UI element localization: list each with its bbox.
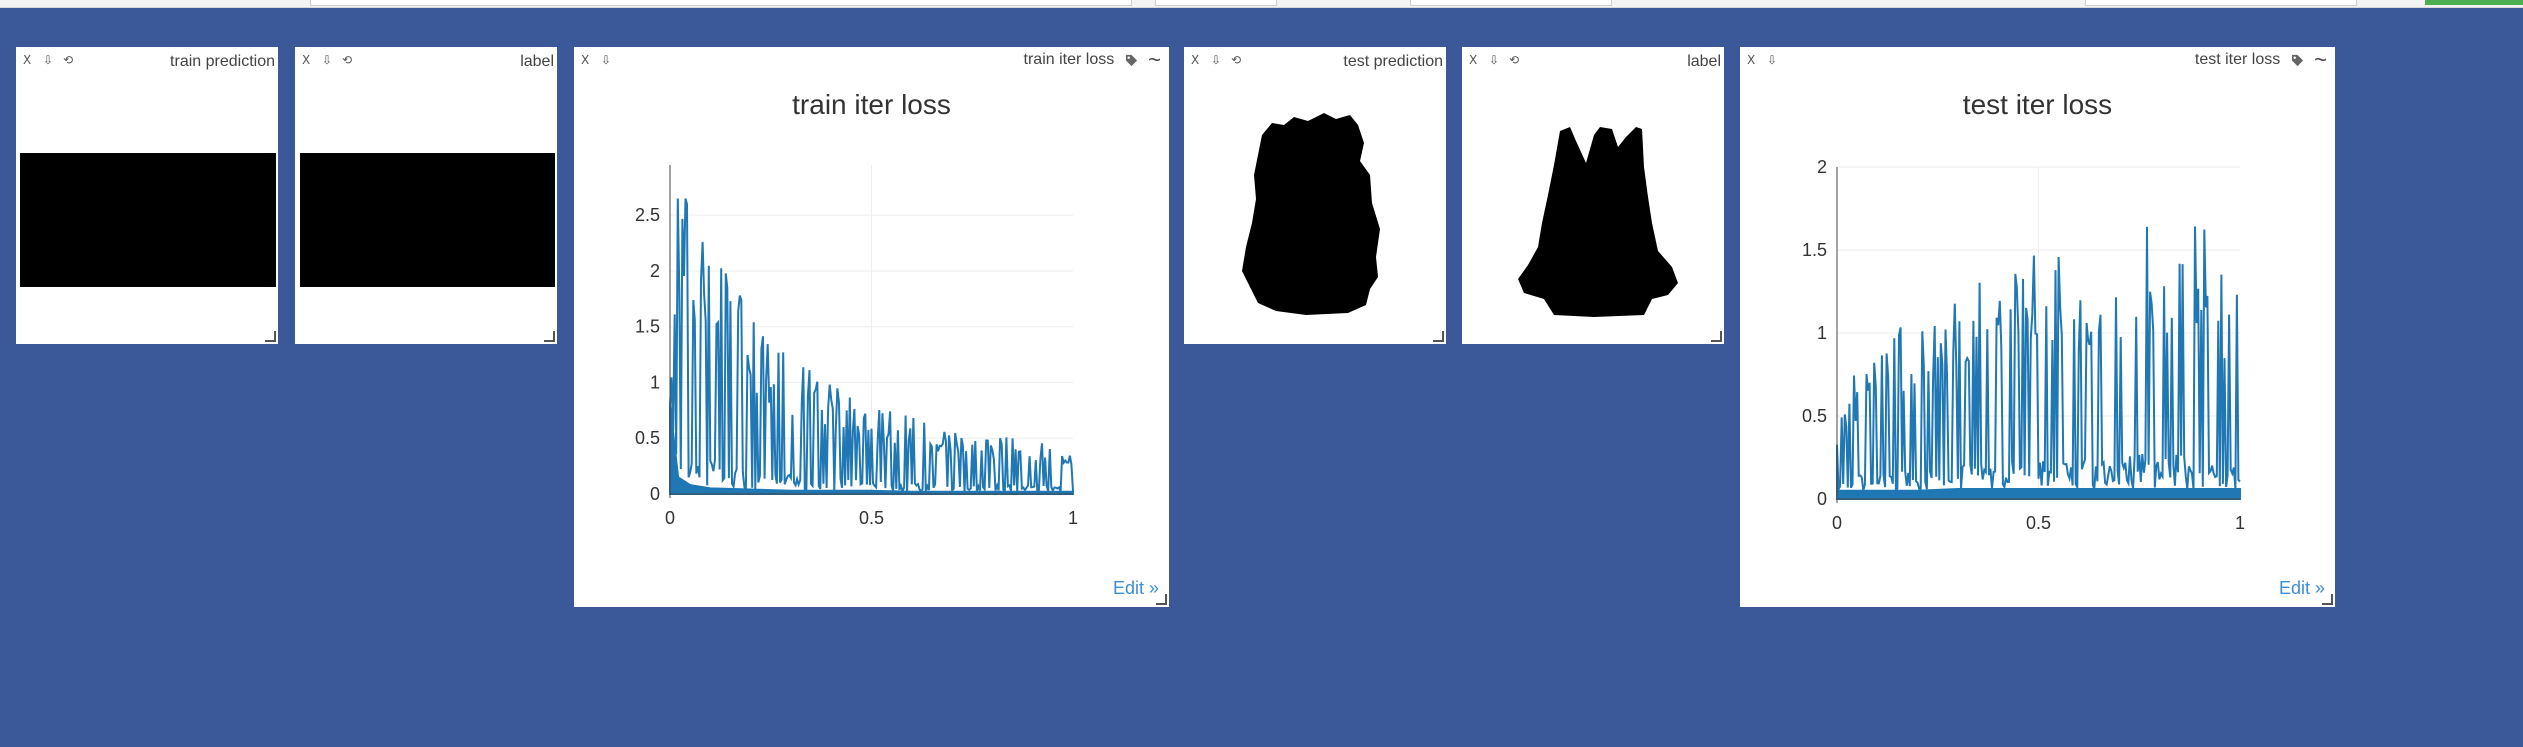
tick-labels: 0 0.5 1 1.5 2 0 0.5 1: [1802, 157, 2245, 533]
reset-icon[interactable]: ⟲: [63, 53, 74, 67]
pane-title: train iter loss: [1023, 51, 1115, 69]
close-pane-button[interactable]: X: [302, 53, 311, 67]
y-tick-label: 1: [1817, 323, 1827, 343]
reset-icon[interactable]: ⟲: [342, 53, 353, 67]
close-pane-button[interactable]: X: [1191, 53, 1200, 67]
x-tick-label: 1: [2235, 513, 2245, 533]
y-tick-label: 1.5: [1802, 240, 1827, 260]
resize-handle[interactable]: [1156, 594, 1167, 605]
connection-status-indicator: [2425, 0, 2523, 5]
tag-icon[interactable]: [2291, 54, 2304, 67]
label-mask-image: [1518, 127, 1678, 317]
pane-title: test iter loss: [2194, 51, 2281, 69]
x-tick-label: 1: [1068, 508, 1078, 528]
test-loss-chart[interactable]: 0 0.5 1 1.5 2 0 0.5 1: [1740, 47, 2335, 607]
download-icon[interactable]: ⇩: [601, 53, 612, 67]
url-bar-edge[interactable]: [310, 0, 1132, 6]
axes: [1836, 167, 2240, 503]
resize-handle[interactable]: [544, 331, 555, 342]
loss-series-line: [1836, 226, 2241, 494]
loss-series-area: [669, 198, 1074, 495]
reset-icon[interactable]: ⟲: [1509, 53, 1520, 67]
edit-chart-link[interactable]: Edit »: [1112, 578, 1159, 598]
pane-toolbar: X ⇩ ⟲: [16, 47, 278, 73]
download-icon[interactable]: ⇩: [1767, 53, 1778, 67]
x-tick-label: 0: [1832, 513, 1842, 533]
train-loss-chart[interactable]: 0 0.5 1 1.5 2 2.5 0 0.5 1: [574, 47, 1169, 607]
download-icon[interactable]: ⇩: [1211, 53, 1222, 67]
pane-toolbar: X ⇩ ⟲: [295, 47, 557, 73]
close-pane-button[interactable]: X: [1469, 53, 1478, 67]
x-tick-label: 0.5: [859, 508, 884, 528]
pane-title-row: train iter loss ~: [1024, 49, 1161, 71]
pane-test-iter-loss[interactable]: X ⇩ test iter loss ~ test iter loss 0 0.5…: [1740, 47, 2335, 607]
y-tick-label: 0.5: [635, 428, 660, 448]
close-pane-button[interactable]: X: [1747, 53, 1756, 67]
smoothing-icon[interactable]: ~: [2314, 47, 2327, 72]
pane-toolbar: X ⇩: [1740, 47, 2335, 73]
close-pane-button[interactable]: X: [581, 53, 590, 67]
y-tick-label: 1: [650, 372, 660, 392]
browser-toolbar-strip: [0, 0, 2523, 8]
filter-input-edge[interactable]: [2085, 0, 2357, 6]
loss-series-line: [669, 198, 1074, 495]
x-tick-label: 0.5: [2026, 513, 2051, 533]
resize-handle[interactable]: [1433, 331, 1444, 342]
loss-baseline-band: [669, 404, 1074, 495]
download-icon[interactable]: ⇩: [322, 53, 333, 67]
y-tick-label: 2: [1817, 157, 1827, 177]
label-mask-image: [300, 153, 555, 287]
download-icon[interactable]: ⇩: [43, 53, 54, 67]
pane-toolbar: X ⇩ ⟲: [1462, 47, 1724, 73]
resize-handle[interactable]: [1711, 331, 1722, 342]
pane-title-row: test iter loss ~: [2195, 49, 2327, 71]
y-tick-label: 0.5: [1802, 406, 1827, 426]
chart-title: test iter loss: [1962, 89, 2113, 120]
chart-title: train iter loss: [792, 89, 951, 120]
pane-title: test prediction: [1343, 53, 1443, 70]
edit-chart-link[interactable]: Edit »: [2278, 578, 2325, 598]
pane-toolbar: X ⇩: [574, 47, 1169, 73]
axes: [669, 165, 1073, 498]
pane-test-prediction[interactable]: X ⇩ ⟲ test prediction: [1184, 47, 1446, 344]
pane-train-prediction[interactable]: X ⇩ ⟲ train prediction: [16, 47, 278, 344]
y-tick-label: 2.5: [635, 205, 660, 225]
resize-handle[interactable]: [265, 331, 276, 342]
pane-train-label[interactable]: X ⇩ ⟲ label: [295, 47, 557, 344]
toolbar-control-edge[interactable]: [1155, 0, 1277, 6]
y-tick-label: 0: [1817, 489, 1827, 509]
close-pane-button[interactable]: X: [23, 53, 32, 67]
smoothing-icon[interactable]: ~: [1148, 47, 1161, 72]
env-select-edge[interactable]: [1410, 0, 1612, 6]
loss-baseline-band: [1836, 488, 2241, 500]
download-icon[interactable]: ⇩: [1489, 53, 1500, 67]
loss-series-area: [1836, 226, 2241, 500]
y-tick-label: 1.5: [635, 317, 660, 337]
pane-title: label: [520, 53, 554, 70]
y-tick-label: 2: [650, 261, 660, 281]
prediction-mask-image: [20, 153, 276, 287]
prediction-mask-image: [1242, 113, 1380, 315]
x-tick-label: 0: [665, 508, 675, 528]
reset-icon[interactable]: ⟲: [1231, 53, 1242, 67]
pane-title: label: [1687, 53, 1721, 70]
tick-labels: 0 0.5 1 1.5 2 2.5 0 0.5 1: [635, 205, 1078, 528]
pane-test-label[interactable]: X ⇩ ⟲ label: [1462, 47, 1724, 344]
resize-handle[interactable]: [2322, 594, 2333, 605]
pane-toolbar: X ⇩ ⟲: [1184, 47, 1446, 73]
y-tick-label: 0: [650, 484, 660, 504]
tag-icon[interactable]: [1125, 54, 1138, 67]
pane-title: train prediction: [170, 53, 275, 70]
